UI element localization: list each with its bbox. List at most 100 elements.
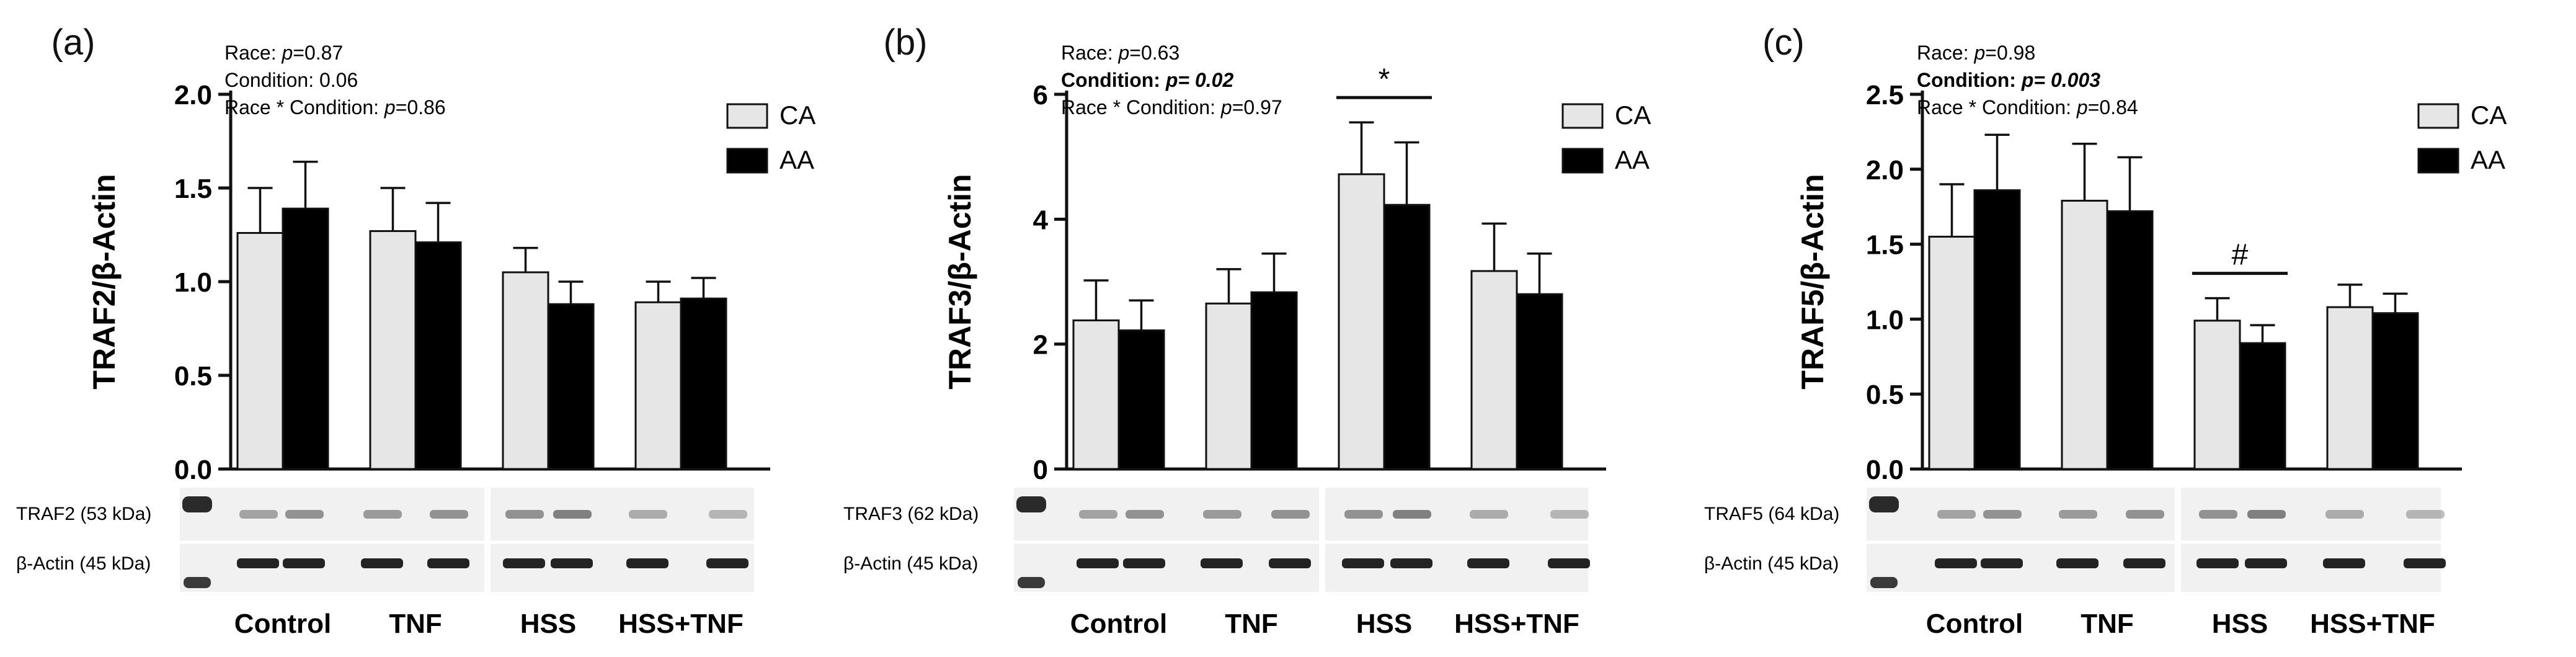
actin-band: [283, 558, 325, 568]
protein-band: [1937, 510, 1976, 519]
blot-label-actin: β-Actin (45 kDa): [843, 553, 978, 574]
ladder-band: [182, 496, 212, 512]
stats-value: =0.86: [396, 96, 446, 118]
stats-p: p= 0.02: [1165, 69, 1234, 91]
protein-band: [2199, 510, 2237, 519]
y-tick-label: 1.0: [1866, 305, 1904, 335]
actin-band: [427, 558, 469, 568]
actin-band: [2056, 558, 2099, 568]
legend-swatch-aa: [726, 148, 768, 174]
actin-band: [1467, 558, 1509, 568]
bar-ca-tnf: [1205, 302, 1253, 470]
x-category-label: Control: [1070, 609, 1167, 639]
stats-line: Race: p=0.63: [1061, 42, 1179, 64]
y-tick-label: 0.5: [174, 361, 212, 391]
ladder-band: [1016, 496, 1046, 512]
stats-p: p: [281, 42, 293, 64]
y-tick-label: 0.0: [1866, 455, 1904, 485]
stats-label: Condition: 0.06: [224, 69, 358, 91]
protein-band: [505, 510, 544, 519]
legend-label: AA: [2471, 145, 2505, 174]
protein-band: [1983, 510, 2022, 519]
actin-band: [626, 558, 668, 568]
blot-background: [180, 488, 754, 592]
bar-aa-tnf: [414, 241, 462, 470]
protein-band: [363, 510, 402, 519]
x-category-label: HSS: [2212, 609, 2268, 639]
legend-swatch-ca: [1561, 103, 1604, 129]
protein-band: [1203, 510, 1241, 519]
panel-label: (a): [51, 22, 95, 63]
stats-p: p: [1117, 42, 1129, 64]
y-tick-label: 1.5: [174, 174, 212, 204]
y-tick-label: 6: [1033, 80, 1048, 110]
legend-label: CA: [779, 101, 815, 130]
bar-aa-hss-tnf: [1516, 293, 1563, 470]
stats-label: Race:: [1061, 42, 1118, 64]
protein-band: [2325, 510, 2364, 519]
actin-band: [1981, 558, 2023, 568]
stats-p: p: [2076, 96, 2088, 118]
bar-ca-hss-tnf: [634, 301, 682, 470]
actin-band: [2245, 558, 2287, 568]
legend-swatch-aa: [2417, 148, 2459, 174]
y-axis-title: TRAF2/β-Actin: [87, 174, 122, 389]
bar-aa-control: [1117, 329, 1165, 470]
protein-band: [553, 510, 592, 519]
stats-value: =0.63: [1129, 42, 1179, 64]
protein-band: [1470, 510, 1508, 519]
x-category-label: Control: [1926, 609, 2023, 639]
stats-line: Race * Condition: p=0.86: [224, 96, 446, 118]
blot-background: [1014, 488, 1588, 592]
stats-line: Race * Condition: p=0.84: [1917, 96, 2138, 118]
protein-band: [2126, 510, 2164, 519]
bar-aa-hss-tnf: [680, 297, 727, 470]
y-axis-title: TRAF3/β-Actin: [943, 174, 977, 389]
protein-band: [2059, 510, 2097, 519]
western-blot-image: [180, 488, 754, 592]
bar-ca-tnf: [369, 230, 417, 470]
blot-background: [1867, 488, 2441, 592]
actin-band: [237, 558, 279, 568]
y-tick-label: 2: [1033, 330, 1048, 360]
protein-band: [2406, 510, 2445, 519]
y-tick-label: 1.0: [174, 267, 212, 298]
actin-band: [1123, 558, 1165, 568]
ladder-band: [1018, 577, 1045, 588]
y-axis-title: TRAF5/β-Actin: [1795, 174, 1830, 389]
actin-band: [1390, 558, 1432, 568]
bar-aa-hss: [547, 303, 595, 470]
bar-aa-control: [282, 207, 329, 470]
stats-label: Race * Condition:: [1917, 96, 2077, 118]
x-category-label: TNF: [389, 609, 442, 639]
stats-line: Race: p=0.98: [1917, 42, 2035, 64]
bar-ca-control: [1072, 319, 1120, 470]
actin-band: [1935, 558, 1977, 568]
blot-label-actin: β-Actin (45 kDa): [1704, 553, 1839, 574]
y-tick-label: 2.0: [174, 80, 212, 110]
bar-aa-hss-tnf: [2371, 312, 2419, 470]
blot-label-target: TRAF3 (62 kDa): [843, 504, 979, 524]
stats-label: Condition:: [1917, 69, 2022, 91]
western-blot-image: [1867, 488, 2446, 592]
protein-band: [1126, 510, 1164, 519]
stats-line: Race: p=0.87: [224, 42, 343, 64]
actin-band: [1342, 558, 1384, 568]
actin-band: [2404, 558, 2446, 568]
actin-band: [361, 558, 403, 568]
protein-band: [1550, 510, 1589, 519]
legend-swatch-ca: [2417, 103, 2459, 129]
stats-label: Race * Condition:: [224, 96, 384, 118]
x-category-label: HSS+TNF: [1454, 609, 1579, 639]
bar-aa-control: [1973, 189, 2021, 470]
western-blot-image: [1014, 488, 1590, 592]
x-category-label: HSS+TNF: [618, 609, 744, 639]
x-category-label: TNF: [2081, 609, 2134, 639]
stats-label: Race * Condition:: [1061, 96, 1221, 118]
stats-value: =0.97: [1232, 96, 1282, 118]
bar-ca-tnf: [2061, 200, 2108, 470]
ladder-band: [184, 577, 211, 588]
actin-band: [2323, 558, 2365, 568]
stats-p: p: [1973, 42, 1985, 64]
protein-band: [430, 510, 468, 519]
